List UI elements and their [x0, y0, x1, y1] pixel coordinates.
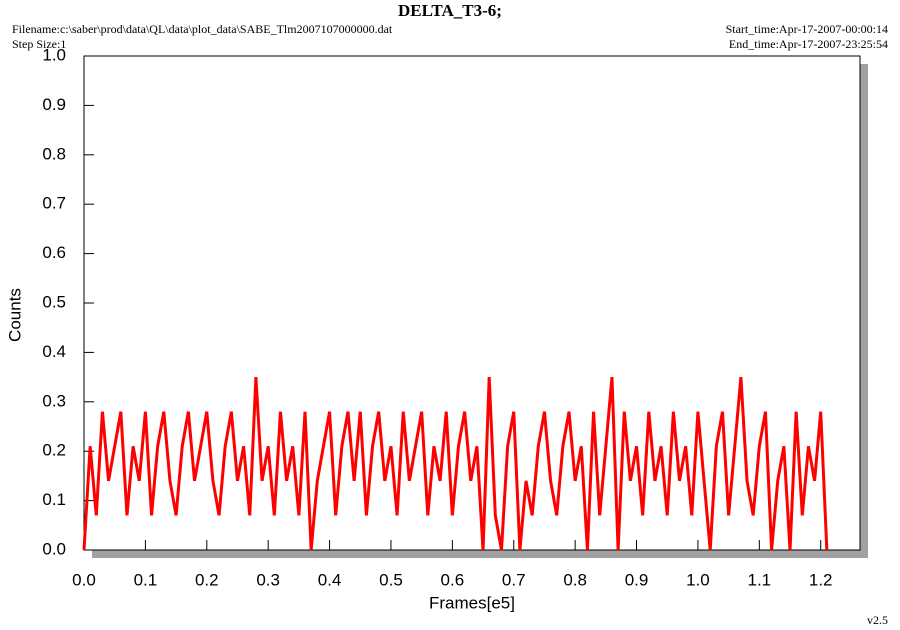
- x-tick-label: 0.5: [379, 570, 403, 589]
- start-time: Start_time:Apr-17-2007-00:00:14: [726, 22, 888, 36]
- x-tick-label: 1.0: [686, 570, 710, 589]
- x-tick-label: 0.4: [318, 570, 342, 589]
- x-tick-label: 0.2: [195, 570, 219, 589]
- x-tick-label: 0.9: [625, 570, 649, 589]
- x-tick-label: 0.1: [134, 570, 158, 589]
- x-tick-label: 1.1: [747, 570, 771, 589]
- x-tick-label: 0.6: [441, 570, 465, 589]
- y-tick-label: 0.8: [42, 144, 66, 163]
- y-tick-label: 0.6: [42, 243, 66, 262]
- y-tick-label: 0.5: [42, 292, 66, 311]
- y-tick-label: 0.9: [42, 95, 66, 114]
- y-tick-label: 1.0: [42, 45, 66, 64]
- data-line: [82, 376, 829, 551]
- y-tick-label: 0.3: [42, 391, 66, 410]
- y-axis-label: Counts: [5, 288, 24, 342]
- x-tick-label: 0.8: [563, 570, 587, 589]
- filename: Filename:c:\saber\prod\data\QL\data\plot…: [12, 22, 393, 36]
- y-tick-label: 0.2: [42, 441, 66, 460]
- x-tick-label: 0.7: [502, 570, 526, 589]
- chart-title: DELTA_T3-6;: [398, 1, 502, 20]
- x-tick-label: 0.3: [256, 570, 280, 589]
- y-tick-label: 0.1: [42, 490, 66, 509]
- x-tick-label: 1.2: [809, 570, 833, 589]
- y-tick-label: 0.4: [42, 342, 66, 361]
- y-tick-label: 0.0: [42, 539, 66, 558]
- x-axis-label: Frames[e5]: [429, 593, 515, 612]
- version: v2.5: [867, 613, 888, 627]
- end-time: End_time:Apr-17-2007-23:25:54: [729, 37, 888, 51]
- step-size: Step Size:1: [12, 37, 66, 51]
- x-tick-label: 0.0: [72, 570, 96, 589]
- y-tick-label: 0.7: [42, 194, 66, 213]
